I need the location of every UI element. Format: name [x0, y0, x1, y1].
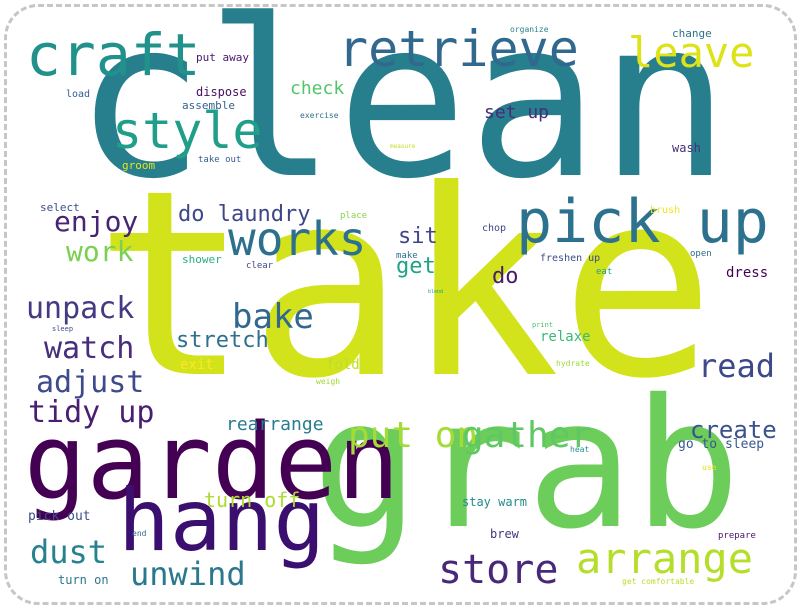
word-garden: garden	[24, 401, 400, 523]
word-brew: brew	[490, 527, 519, 541]
word-watch: watch	[44, 331, 135, 366]
word-dispose: dispose	[196, 85, 247, 99]
word-turn-off: turn off	[204, 488, 301, 512]
word-tidy-up: tidy up	[28, 395, 155, 430]
word-relaxe: relaxe	[540, 329, 591, 345]
word-unwind: unwind	[130, 555, 246, 593]
word-leave: leave	[628, 28, 755, 77]
word-pick-out: pick out	[28, 509, 91, 524]
word-freshen-up: freshen up	[540, 253, 601, 264]
word-use: use	[702, 463, 717, 472]
word-shower: shower	[182, 253, 222, 266]
word-select: select	[40, 201, 80, 214]
word-hydrate: hydrate	[556, 359, 590, 368]
word-gather: gather	[462, 415, 593, 456]
word-set-up: set up	[484, 102, 550, 123]
word-clean: clean	[74, 0, 731, 227]
word-enjoy: enjoy	[54, 205, 139, 238]
word-blend: blend	[428, 289, 444, 295]
word-works: works	[228, 212, 367, 266]
word-craft: craft	[26, 21, 201, 89]
word-weigh: weigh	[316, 377, 341, 386]
word-put-away: put away	[196, 51, 249, 64]
word-prepare: prepare	[718, 531, 756, 541]
word-do-laundry: do laundry	[178, 202, 311, 227]
word-change: change	[672, 27, 712, 40]
word-dress: dress	[726, 265, 769, 281]
word-unpack: unpack	[26, 291, 135, 326]
word-make: make	[396, 251, 418, 261]
word-print: print	[532, 321, 554, 329]
word-stay-warm: stay warm	[462, 495, 528, 509]
word-exit: exit	[180, 357, 214, 373]
word-eat: eat	[596, 267, 613, 277]
word-place: place	[340, 211, 368, 221]
word-grab: grab	[312, 361, 741, 568]
word-create: create	[690, 416, 777, 444]
word-bake: bake	[232, 297, 314, 337]
word-pick-up: pick up	[516, 187, 769, 257]
word-hang: hang	[118, 471, 326, 571]
word-retrieve: retrieve	[338, 20, 579, 78]
word-end: end	[132, 529, 147, 538]
word-sit: sit	[398, 224, 438, 249]
word-work: work	[66, 235, 134, 268]
word-assemble: assemble	[182, 99, 235, 112]
word-store: store	[438, 547, 559, 593]
word-do: do	[492, 264, 519, 289]
word-load: load	[66, 89, 91, 100]
word-organize: organize	[510, 25, 549, 34]
word-clear: clear	[246, 261, 274, 271]
word-style: style	[112, 102, 263, 160]
word-get-comfortable: get comfortable	[622, 577, 695, 586]
word-check: check	[290, 78, 345, 99]
word-dust: dust	[30, 533, 108, 571]
word-read: read	[698, 347, 776, 385]
word-go-to-sleep: go to sleep	[678, 437, 765, 452]
word-take: take	[94, 135, 716, 435]
word-chop: chop	[482, 223, 507, 234]
word-take-out: take out	[198, 155, 242, 165]
word-brush: brush	[650, 205, 681, 216]
word-measure: measure	[390, 143, 416, 150]
word-sleep: sleep	[52, 325, 74, 333]
word-stretch: stretch	[176, 328, 269, 353]
word-get: get	[396, 254, 436, 279]
word-open: open	[690, 249, 712, 259]
word-groom: groom	[122, 159, 156, 172]
word-exercise: exercise	[300, 111, 339, 120]
word-rearrange: rearrange	[226, 414, 324, 435]
word-heat: heat	[570, 445, 590, 454]
word-adjust: adjust	[36, 365, 145, 400]
word-cloud-frame	[4, 4, 797, 605]
word-wash: wash	[672, 141, 701, 155]
word-fold: fold	[326, 357, 360, 373]
word-turn-on: turn on	[58, 573, 109, 587]
word-arrange: arrange	[576, 534, 754, 583]
word-put-on: put on	[348, 415, 479, 456]
